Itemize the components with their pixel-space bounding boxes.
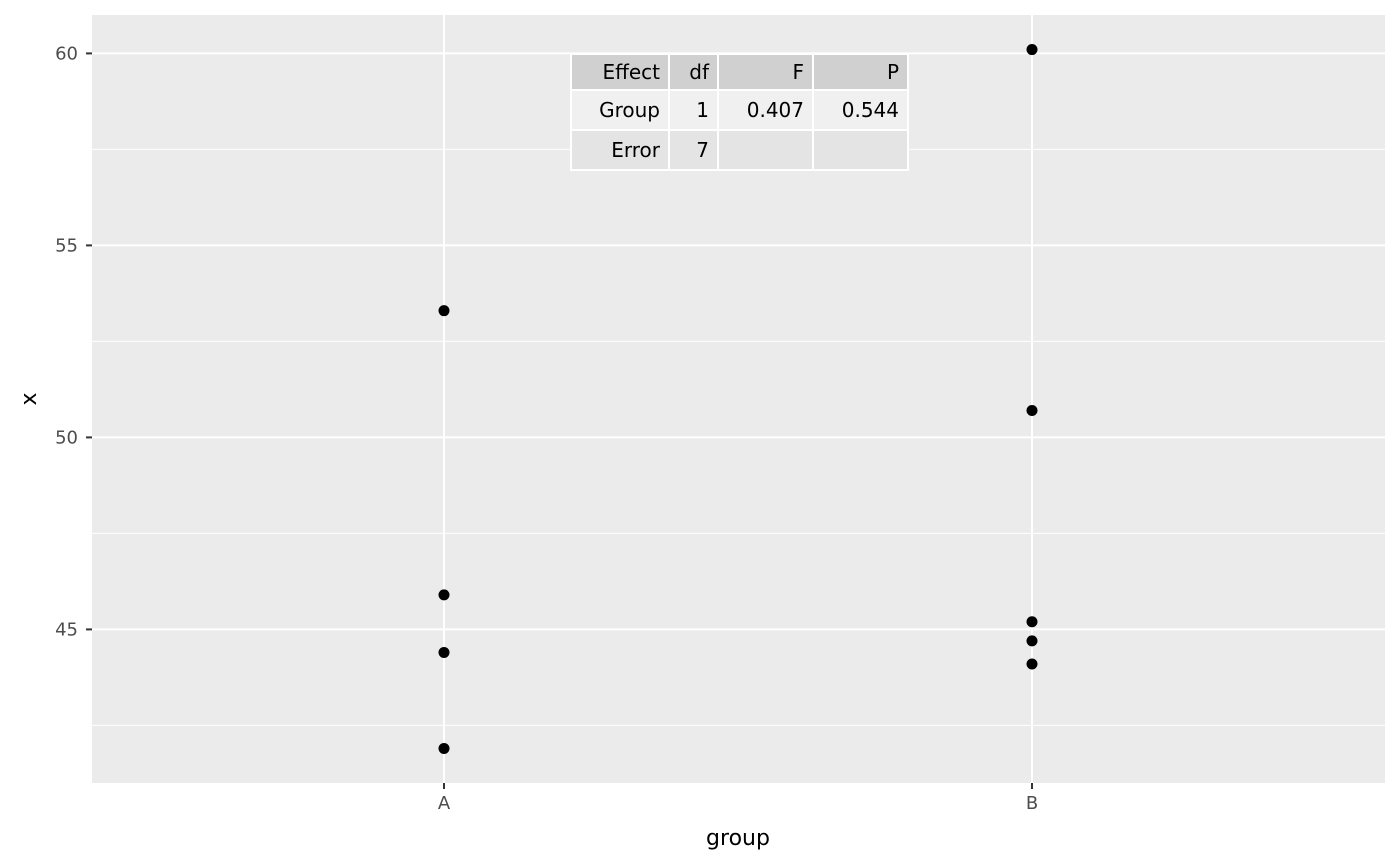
data-point bbox=[1026, 405, 1038, 417]
cell: Error bbox=[570, 129, 670, 171]
cell: 0.407 bbox=[717, 89, 814, 131]
data-point bbox=[438, 742, 450, 754]
data-point bbox=[438, 646, 450, 658]
cell bbox=[717, 129, 814, 171]
data-point bbox=[438, 305, 450, 317]
data-point bbox=[1026, 44, 1038, 56]
cell: 7 bbox=[668, 129, 719, 171]
header-effect: Effect bbox=[570, 53, 670, 91]
y-tick-label: 45 bbox=[55, 619, 78, 640]
anova-table: Effect df F P Group 1 0.407 0.544 Error 7 bbox=[570, 53, 909, 171]
data-point bbox=[1026, 658, 1038, 670]
cell: 0.544 bbox=[812, 89, 909, 131]
header-df: df bbox=[668, 53, 719, 91]
data-point bbox=[1026, 635, 1038, 647]
y-axis-label: x bbox=[17, 392, 42, 405]
x-tick-label: A bbox=[438, 793, 451, 814]
y-tick-label: 60 bbox=[55, 43, 78, 64]
y-tick-label: 55 bbox=[55, 235, 78, 256]
x-tick-label: B bbox=[1026, 793, 1038, 814]
x-axis-label: group bbox=[706, 826, 770, 851]
y-tick-label: 50 bbox=[55, 427, 78, 448]
data-point bbox=[438, 589, 450, 601]
cell: 1 bbox=[668, 89, 719, 131]
header-p: P bbox=[812, 53, 909, 91]
cell: Group bbox=[570, 89, 670, 131]
header-f: F bbox=[717, 53, 814, 91]
cell bbox=[812, 129, 909, 171]
data-point bbox=[1026, 616, 1038, 628]
